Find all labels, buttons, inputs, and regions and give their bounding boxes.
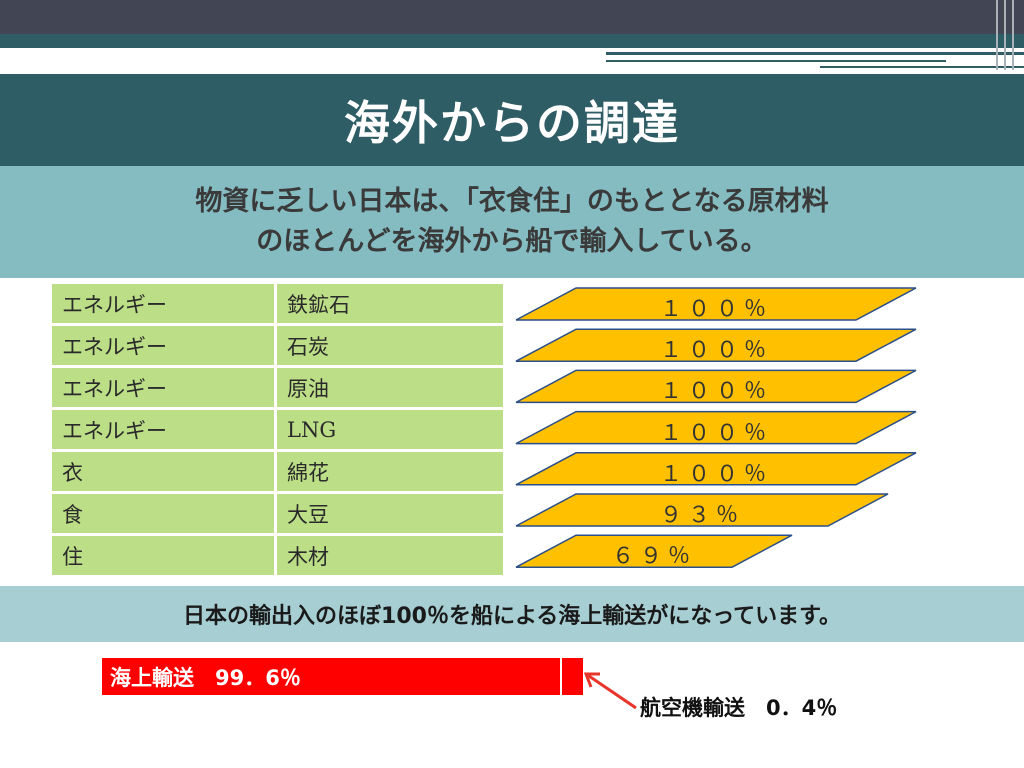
slide-title: 海外からの調達 [344,96,680,150]
table-row: エネルギー 原油 [52,368,503,407]
table-row: 食 大豆 [52,494,503,533]
import-share-chart: １００％ １００％ １００％ １００％ １００％ ９３％ ６９％ [500,280,940,580]
decor-line [820,66,1024,68]
item-cell: LNG [277,410,503,449]
materials-table: エネルギー 鉄鉱石 エネルギー 石炭 エネルギー 原油 エネルギー LNG 衣 … [52,284,503,578]
item-cell: 綿花 [277,452,503,491]
sea-transport-bar: 海上輸送 99．6％ [102,658,560,695]
table-row: エネルギー 鉄鉱石 [52,284,503,323]
category-cell: エネルギー [52,284,274,323]
share-bar [515,410,917,445]
share-label: １００％ [659,461,772,487]
share-bar [515,287,917,321]
share-label: １００％ [659,297,772,322]
category-cell: エネルギー [52,326,274,365]
share-label: １００％ [659,338,772,364]
share-label: １００％ [659,379,772,405]
category-cell: エネルギー [52,368,274,407]
shipping-message: 日本の輸出入のほぼ100％を船による海上輸送がになっています。 [183,604,841,629]
share-label: ６９％ [611,544,696,570]
decor-line [606,52,1024,55]
pointer-arrow-icon [583,672,637,710]
air-transport-bar [562,658,583,695]
table-row: 住 木材 [52,536,503,575]
decor-vertical-line [996,0,998,70]
table-row: 衣 綿花 [52,452,503,491]
air-transport-label: 航空機輸送 0．4％ [640,696,838,720]
category-cell: 食 [52,494,274,533]
item-cell: 鉄鉱石 [277,284,503,323]
share-label: １００％ [659,420,772,446]
item-cell: 石炭 [277,326,503,365]
category-cell: 住 [52,536,274,575]
decor-vertical-line [1004,0,1006,70]
top-teal-bar [0,34,1024,48]
share-bar [515,534,793,568]
share-bar [515,369,917,404]
category-cell: 衣 [52,452,274,491]
item-cell: 大豆 [277,494,503,533]
subtitle-band: 物資に乏しい日本は、「衣食住」のもととなる原材料 のほとんどを海外から船で輸入し… [0,166,1024,278]
category-cell: エネルギー [52,410,274,449]
title-band: 海外からの調達 [0,74,1024,166]
decor-line [606,60,946,62]
share-label: ９３％ [659,503,744,528]
share-bar [515,452,917,486]
share-bar [515,328,917,362]
decor-vertical-line [1012,0,1014,70]
item-cell: 木材 [277,536,503,575]
table-row: エネルギー LNG [52,410,503,449]
table-row: エネルギー 石炭 [52,326,503,365]
subtitle-line-2: のほとんどを海外から船で輸入している。 [256,226,768,257]
share-bar [515,493,889,527]
bottom-band: 日本の輸出入のほぼ100％を船による海上輸送がになっています。 [0,586,1024,642]
item-cell: 原油 [277,368,503,407]
top-dark-bar [0,0,1024,34]
subtitle-line-1: 物資に乏しい日本は、「衣食住」のもととなる原材料 [195,186,829,217]
import-share-svg [515,287,917,568]
